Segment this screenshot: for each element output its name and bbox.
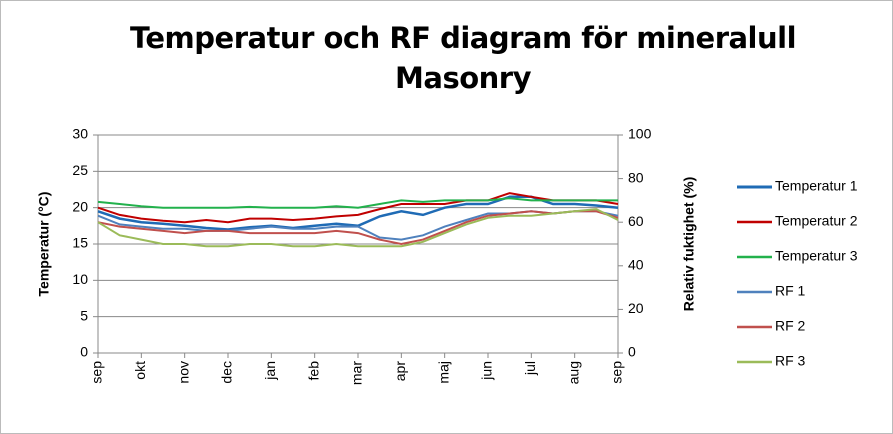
legend-label: Temperatur 1	[775, 178, 858, 194]
line-series	[97, 210, 619, 246]
y2-axis-label: Relativ fuktighet (%)	[681, 177, 697, 312]
y2-tick-label: 0	[628, 344, 636, 360]
x-tick-label: feb	[305, 361, 321, 381]
y-tick-label: 0	[80, 344, 88, 360]
x-tick-label: apr	[392, 361, 408, 382]
y-tick-label: 5	[80, 307, 88, 323]
x-tick-label: okt	[132, 361, 148, 380]
y2-tick-label: 20	[628, 300, 644, 316]
line-series	[97, 197, 618, 209]
y2-tick-label: 100	[628, 126, 652, 142]
x-tick-label: aug	[565, 361, 581, 384]
x-tick-label: nov	[175, 361, 191, 384]
legend-label: RF 2	[775, 318, 806, 334]
y-tick-label: 15	[72, 235, 88, 251]
legend-label: Temperatur 3	[775, 248, 858, 264]
x-tick-label: dec	[219, 361, 235, 384]
y2-tick-label: 80	[628, 169, 644, 185]
line-series	[97, 192, 619, 224]
y-tick-label: 20	[72, 198, 88, 214]
x-tick-label: sep	[89, 361, 105, 384]
y-tick-label: 10	[72, 271, 88, 287]
legend-label: RF 3	[775, 353, 806, 369]
y-axis-label: Temperatur (°C)	[36, 192, 52, 297]
x-tick-label: maj	[435, 361, 451, 384]
line-series	[97, 208, 619, 248]
legend-label: RF 1	[775, 283, 806, 299]
y-tick-label: 30	[72, 126, 88, 142]
x-tick-label: jul	[522, 361, 538, 376]
x-tick-label: jun	[479, 361, 495, 381]
x-tick-label: mar	[349, 361, 365, 385]
legend-label: Temperatur 2	[775, 213, 858, 229]
y2-tick-label: 40	[628, 257, 644, 273]
y-tick-label: 25	[72, 162, 88, 178]
x-tick-label: jan	[262, 361, 278, 381]
y2-tick-label: 60	[628, 213, 644, 229]
chart-title: Temperatur och RF diagram för mineralull…	[129, 21, 797, 95]
x-tick-label: sep	[609, 361, 625, 384]
